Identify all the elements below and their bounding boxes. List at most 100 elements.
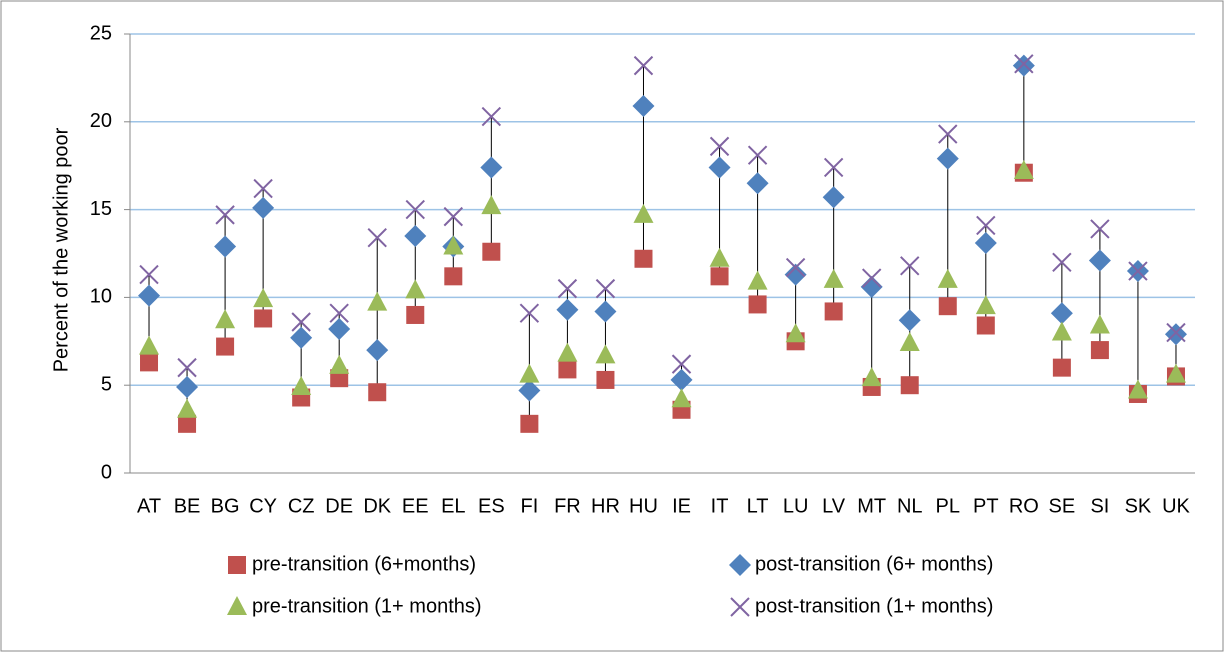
marker-triangle [861, 367, 882, 387]
marker-x [253, 178, 273, 199]
legend-label: pre-transition (1+ months) [252, 595, 482, 617]
marker-diamond [366, 339, 389, 362]
marker-diamond [1050, 302, 1073, 325]
marker-triangle [1089, 314, 1110, 334]
x-tick-label: FR [554, 495, 581, 517]
marker-diamond [708, 156, 731, 179]
marker-x [1090, 219, 1110, 239]
marker-square [254, 309, 273, 328]
marker-triangle [937, 268, 958, 288]
y-tick-label: 10 [90, 286, 112, 308]
marker-x [405, 199, 425, 220]
marker-x [747, 145, 768, 165]
x-tick-label: NL [897, 495, 923, 517]
marker-diamond [252, 196, 275, 219]
marker-triangle [519, 363, 540, 383]
marker-square [368, 383, 387, 402]
x-tick-label: EE [402, 495, 429, 517]
marker-x [1166, 322, 1186, 343]
marker-x [1052, 252, 1072, 272]
marker-x [976, 215, 996, 236]
marker-x [329, 303, 349, 323]
x-tick-label: BE [174, 495, 201, 517]
x-tick-label: IE [672, 495, 691, 517]
x-tick-label: ES [478, 495, 505, 517]
marker-square [900, 376, 919, 395]
marker-diamond [822, 186, 845, 209]
marker-x [671, 354, 692, 374]
y-tick-label: 25 [90, 22, 112, 44]
marker-x [557, 278, 578, 299]
marker-diamond [898, 309, 921, 332]
x-tick-label: HR [591, 495, 620, 517]
marker-triangle [177, 398, 198, 418]
marker-square [710, 267, 729, 286]
marker-diamond [328, 318, 351, 341]
marker-square [1090, 341, 1109, 360]
legend-label: post-transition (1+ months) [755, 595, 993, 617]
x-tick-label: SE [1049, 495, 1076, 517]
marker-diamond [1088, 249, 1111, 272]
marker-x [709, 136, 730, 157]
marker-diamond [670, 368, 693, 391]
marker-x [215, 205, 235, 225]
x-tick-label: MT [857, 495, 886, 517]
x-tick-label: HU [629, 495, 658, 517]
x-tick-label: SK [1125, 495, 1152, 517]
x-tick-label: SI [1090, 495, 1109, 517]
marker-diamond [729, 554, 751, 576]
marker-square [444, 267, 463, 286]
marker-triangle [595, 344, 616, 364]
marker-triangle [481, 195, 502, 215]
x-tick-label: RO [1009, 495, 1039, 517]
marker-triangle [747, 270, 768, 290]
x-tick-label: PL [936, 495, 960, 517]
marker-x [900, 256, 920, 276]
marker-triangle [443, 235, 464, 255]
marker-square [406, 305, 425, 324]
marker-triangle [1165, 363, 1186, 383]
marker-square [596, 370, 615, 389]
marker-triangle [633, 203, 654, 223]
marker-triangle [1127, 379, 1148, 399]
y-tick-label: 15 [90, 198, 112, 220]
marker-triangle [405, 279, 426, 299]
marker-square [520, 414, 539, 433]
marker-triangle [1051, 321, 1072, 341]
marker-square [482, 242, 501, 261]
legend-label: pre-transition (6+months) [252, 553, 476, 575]
marker-square [558, 360, 577, 379]
x-tick-label: BG [211, 495, 240, 517]
marker-x [139, 264, 159, 285]
marker-triangle [899, 332, 920, 352]
marker-square [140, 353, 159, 372]
marker-diamond [784, 263, 807, 286]
marker-diamond [176, 375, 199, 398]
marker-x [785, 257, 806, 278]
x-tick-label: CZ [288, 495, 315, 517]
marker-square [634, 249, 653, 268]
marker-diamond [632, 94, 655, 117]
marker-square [976, 316, 995, 335]
x-tick-label: DK [363, 495, 391, 517]
marker-square [748, 295, 767, 314]
marker-triangle [671, 388, 692, 408]
marker-diamond [860, 275, 883, 298]
marker-x [291, 312, 311, 332]
marker-diamond [594, 300, 617, 323]
marker-diamond [1012, 54, 1035, 77]
marker-x [633, 55, 654, 76]
marker-diamond [746, 172, 769, 195]
marker-diamond [404, 224, 427, 247]
x-tick-label: AT [137, 495, 161, 517]
marker-x [1014, 54, 1034, 74]
marker-triangle [215, 309, 236, 329]
y-tick-label: 20 [90, 110, 112, 132]
marker-triangle [557, 342, 578, 362]
marker-triangle [785, 323, 806, 343]
y-axis-label: Percent of the working poor [50, 127, 72, 372]
x-tick-label: EL [441, 495, 465, 517]
marker-diamond [518, 379, 541, 402]
x-tick-label: PT [973, 495, 999, 517]
marker-x [481, 106, 502, 127]
